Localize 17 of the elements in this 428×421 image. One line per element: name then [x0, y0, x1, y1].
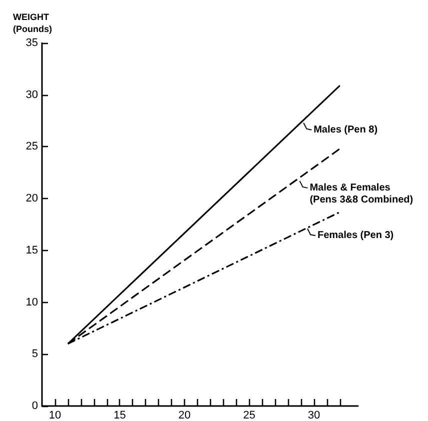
annotation: Males & Females (Pens 3&8 Combined): [310, 182, 414, 206]
annotation: Females (Pen 3): [317, 230, 394, 242]
y-tick-label: 35: [26, 37, 38, 49]
y-tick-label: 10: [26, 296, 38, 308]
y-tick-label: 15: [26, 244, 38, 256]
y-tick-label: 0: [32, 400, 38, 412]
y-tick-label: 5: [32, 348, 38, 360]
x-tick-label: 10: [48, 410, 62, 421]
x-tick-label: 30: [308, 410, 320, 421]
x-tick-label: 25: [243, 410, 256, 421]
annotation: Males (Pen 8): [314, 124, 378, 136]
x-tick-label: 20: [178, 410, 191, 421]
y-axis-title: WEIGHT (Pounds): [13, 12, 52, 34]
y-tick-label: 25: [26, 140, 38, 153]
y-tick-label: 30: [26, 88, 38, 101]
y-tick-label: 20: [26, 192, 38, 205]
x-tick-label: 15: [114, 410, 126, 421]
